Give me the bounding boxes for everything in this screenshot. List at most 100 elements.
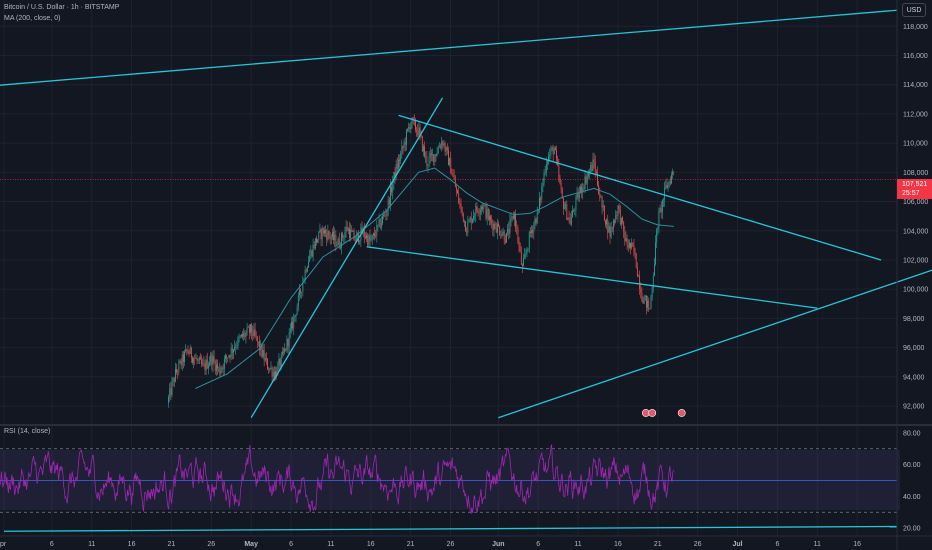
candle-body xyxy=(655,242,656,265)
candle-body xyxy=(543,173,545,183)
candle-body xyxy=(464,221,465,222)
candle-body xyxy=(337,238,339,245)
candle-body xyxy=(213,356,215,362)
rsi-trendline[interactable] xyxy=(3,525,898,532)
candle-body xyxy=(487,209,489,220)
candle-body xyxy=(275,371,276,379)
candle-body xyxy=(252,332,254,337)
candle-body xyxy=(206,359,208,369)
candle-body xyxy=(471,218,473,224)
event-markers[interactable] xyxy=(641,409,686,417)
candle-body xyxy=(641,292,643,302)
time-tick-label: 21 xyxy=(654,541,662,548)
rsi-tick-label: 60.00 xyxy=(903,462,921,469)
currency-button[interactable]: USD xyxy=(902,3,926,17)
candle-body xyxy=(332,231,333,238)
candle-body xyxy=(354,239,356,241)
candle-body xyxy=(203,363,205,364)
rsi-scale[interactable]: 20.00 40.00 60.00 80.00 xyxy=(903,430,921,532)
candle-body xyxy=(225,355,226,360)
time-tick-label: 6 xyxy=(289,541,293,548)
candle-body xyxy=(246,327,248,333)
candle-body xyxy=(376,224,378,237)
candle-body xyxy=(539,198,540,210)
candle-body xyxy=(176,369,177,373)
candle-body xyxy=(299,289,300,296)
candle-body xyxy=(545,164,547,173)
candle-body xyxy=(273,371,275,379)
trendline-3[interactable] xyxy=(366,246,818,309)
candle-body xyxy=(312,244,314,257)
trendline-1[interactable] xyxy=(0,9,898,86)
candle-body xyxy=(445,147,447,152)
candle-body xyxy=(519,245,521,252)
candle-body xyxy=(503,231,505,241)
candle-body xyxy=(386,211,388,216)
candle-body xyxy=(228,355,230,358)
candle-body xyxy=(286,339,288,351)
symbol-title[interactable]: Bitcoin / U.S. Dollar · 1h · BITSTAMP xyxy=(4,4,120,11)
candle-body xyxy=(281,351,283,355)
candle-body xyxy=(305,269,307,272)
candle-body xyxy=(490,216,491,221)
candle-body xyxy=(410,123,412,130)
candle-body xyxy=(632,243,634,246)
candle-body xyxy=(549,154,551,156)
trendlines[interactable] xyxy=(0,9,932,419)
candle-body xyxy=(189,347,191,354)
candle-body xyxy=(366,235,367,239)
candle-body xyxy=(178,362,180,373)
candle-body xyxy=(187,350,189,353)
candle-body xyxy=(226,355,228,358)
rsi-legend[interactable]: RSI (14, close) xyxy=(4,428,51,435)
candle-body xyxy=(349,228,350,238)
candle-body xyxy=(440,147,441,148)
candle-body xyxy=(673,171,675,173)
event-marker-icon[interactable] xyxy=(648,409,657,417)
candle-body xyxy=(238,337,240,338)
candle-body xyxy=(236,346,238,348)
candle-body xyxy=(669,181,671,184)
candle-body xyxy=(556,150,557,159)
candle-body xyxy=(452,174,454,177)
candle-body xyxy=(209,362,210,365)
candle-body xyxy=(500,234,502,237)
ma-legend[interactable]: MA (200, close, 0) xyxy=(4,15,61,22)
trendline-2[interactable] xyxy=(398,114,882,261)
event-marker-icon[interactable] xyxy=(677,409,686,417)
candle-body xyxy=(198,357,200,361)
candle-body xyxy=(570,217,572,225)
trendline-4[interactable] xyxy=(250,97,444,419)
candle-body xyxy=(390,186,391,205)
candle-body xyxy=(598,184,600,194)
candle-body xyxy=(306,267,308,272)
candle-body xyxy=(170,388,172,395)
candle-body xyxy=(333,231,334,240)
candle-body xyxy=(248,327,250,333)
trendline-5[interactable] xyxy=(498,266,932,419)
candle-body xyxy=(284,348,286,353)
candle-body xyxy=(532,230,534,233)
candle-body xyxy=(319,229,321,232)
candle-body xyxy=(599,193,601,198)
candle-body xyxy=(431,153,432,155)
candle-body xyxy=(608,226,610,233)
candle-body xyxy=(613,220,614,229)
candle-body xyxy=(177,372,179,373)
candle-body xyxy=(322,228,324,234)
candle-body xyxy=(258,341,259,343)
candle-body xyxy=(572,210,573,218)
price-scale[interactable]: 92,000 94,000 96,000 98,000 100,000 102,000 10… xyxy=(903,24,928,411)
candle-body xyxy=(643,297,645,304)
candle-body xyxy=(435,154,437,156)
candle-body xyxy=(193,358,195,363)
time-scale[interactable]: pr 6 11 16 21 26 May 6 11 16 21 26 Jun 6 11 16 21 26 Jul 6 1… xyxy=(0,541,861,548)
candle-body xyxy=(427,164,429,166)
candle-body xyxy=(609,226,611,237)
candle-body xyxy=(533,224,535,233)
candle-body xyxy=(628,242,630,248)
candle-body xyxy=(502,231,504,235)
candle-body xyxy=(638,275,639,277)
candle-body xyxy=(633,245,635,251)
